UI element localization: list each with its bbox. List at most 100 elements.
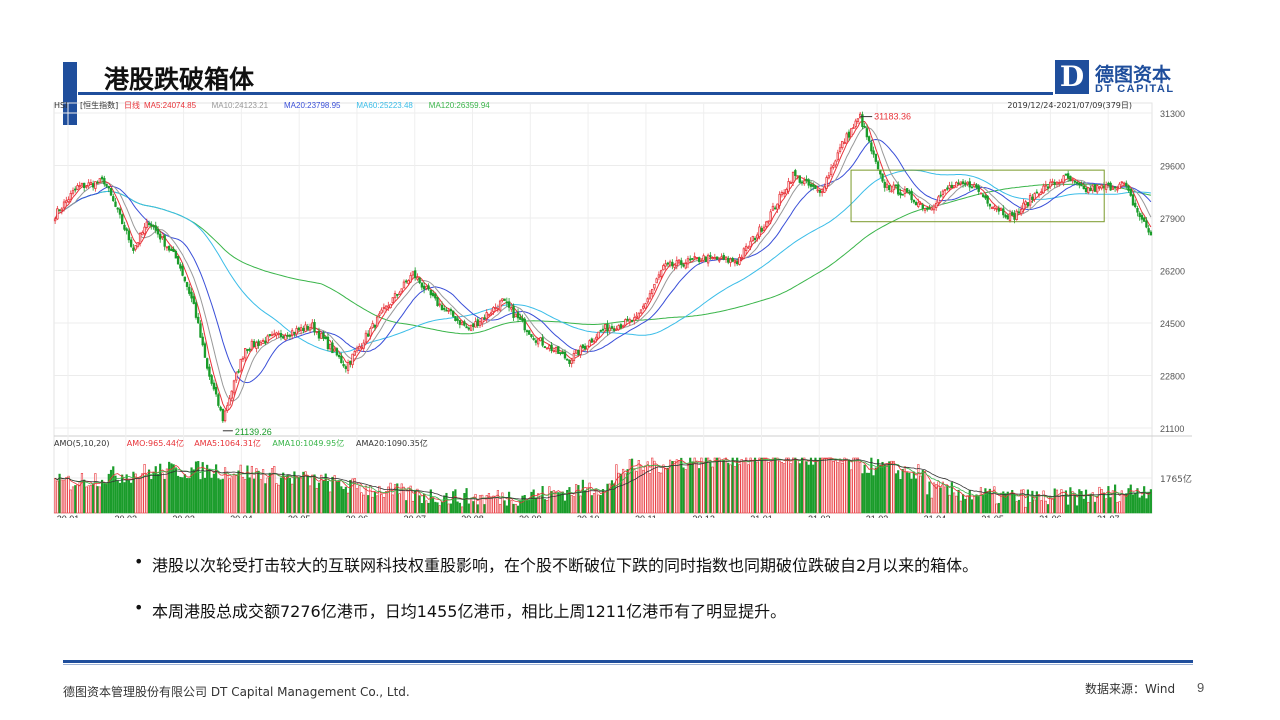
volume-bar bbox=[749, 457, 752, 514]
candle-body bbox=[257, 340, 260, 347]
candle-body bbox=[284, 335, 287, 341]
volume-bar bbox=[660, 472, 663, 514]
candle-body bbox=[892, 184, 895, 191]
candle-body bbox=[785, 189, 788, 195]
volume-bar bbox=[324, 473, 327, 514]
volume-bar bbox=[208, 468, 211, 514]
candle-body bbox=[541, 337, 544, 346]
volume-bar bbox=[469, 497, 473, 514]
volume-bar bbox=[1062, 495, 1065, 514]
candle-body bbox=[1028, 195, 1032, 206]
volume-bar bbox=[353, 478, 356, 514]
candle-body bbox=[496, 308, 500, 310]
candle-body bbox=[825, 177, 828, 189]
volume-bar bbox=[566, 489, 569, 514]
candle-body bbox=[744, 245, 748, 251]
volume-bar bbox=[456, 501, 459, 514]
volume-bar bbox=[210, 477, 213, 514]
volume-bar bbox=[156, 474, 160, 514]
candle-body bbox=[979, 192, 983, 195]
candle-body bbox=[210, 375, 213, 384]
volume-bar bbox=[259, 479, 262, 514]
candle-body bbox=[823, 186, 826, 193]
candle-body bbox=[903, 189, 907, 194]
candle-body bbox=[279, 333, 283, 337]
candle-body bbox=[890, 190, 893, 193]
candle-body bbox=[1089, 187, 1092, 192]
candle-body bbox=[876, 161, 880, 170]
volume-bar bbox=[402, 488, 406, 514]
volume-bar bbox=[223, 467, 227, 514]
candle-body bbox=[239, 358, 242, 372]
volume-bar bbox=[121, 474, 124, 514]
volume-bar bbox=[881, 461, 884, 514]
candle-body bbox=[418, 277, 421, 283]
volume-bar bbox=[165, 468, 169, 514]
candle-body bbox=[935, 202, 938, 209]
bullet-item: 本周港股总成交额7276亿港币，日均1455亿港币，相比上周1211亿港币有了明… bbox=[134, 598, 1188, 622]
volume-bar bbox=[917, 464, 920, 514]
candle-body bbox=[94, 181, 97, 189]
volume-bar bbox=[552, 490, 555, 514]
volume-bar bbox=[1087, 502, 1090, 514]
candle-body bbox=[246, 349, 249, 351]
ma-legend-label: MA120:26359.94 bbox=[429, 101, 490, 110]
volume-bar bbox=[219, 479, 222, 514]
logo-mark-letter: D bbox=[1059, 60, 1085, 93]
candle-body bbox=[65, 200, 68, 204]
candle-body bbox=[273, 333, 276, 336]
candle-body bbox=[899, 192, 902, 196]
candle-body bbox=[154, 225, 157, 231]
candle-body bbox=[382, 307, 386, 309]
volume-bar bbox=[852, 457, 855, 514]
candle-body bbox=[870, 142, 873, 152]
candle-body bbox=[997, 208, 1000, 212]
volume-bar bbox=[827, 457, 830, 514]
volume-bar bbox=[575, 484, 578, 514]
candle-body bbox=[973, 184, 976, 188]
volume-bar bbox=[961, 494, 965, 514]
price-tick-label: 31300 bbox=[1160, 109, 1185, 119]
volume-bar bbox=[199, 479, 202, 514]
candle-body bbox=[487, 313, 491, 316]
candle-body bbox=[572, 353, 576, 361]
candle-body bbox=[883, 181, 886, 188]
candle-body bbox=[344, 366, 348, 369]
volume-bar bbox=[329, 491, 332, 514]
candle-body bbox=[197, 316, 200, 324]
volume-bar bbox=[885, 465, 889, 514]
volume-bar bbox=[382, 497, 385, 514]
candle-body bbox=[943, 189, 947, 192]
candle-body bbox=[1044, 184, 1047, 187]
candle-body bbox=[302, 327, 305, 332]
volume-bar bbox=[1096, 496, 1099, 514]
volume-bar bbox=[315, 487, 318, 514]
volume-bar bbox=[704, 457, 707, 514]
candle-body bbox=[136, 242, 140, 247]
volume-bar bbox=[1029, 502, 1032, 514]
candle-body bbox=[1017, 211, 1021, 214]
candle-body bbox=[346, 362, 350, 371]
candle-body bbox=[129, 239, 133, 247]
candle-body bbox=[355, 347, 359, 352]
candle-body bbox=[827, 175, 831, 179]
volume-bar bbox=[1064, 490, 1067, 514]
volume-bar bbox=[832, 460, 835, 514]
month-tick-label: 20.10 bbox=[577, 514, 600, 518]
candle-body bbox=[112, 196, 115, 202]
month-tick-label: 20.04 bbox=[230, 514, 253, 518]
volume-bar bbox=[912, 471, 915, 514]
candle-body bbox=[570, 359, 573, 364]
volume-bar bbox=[510, 500, 513, 514]
volume-bar bbox=[543, 499, 546, 514]
volume-bar bbox=[868, 472, 871, 514]
volume-bar bbox=[525, 499, 529, 514]
volume-bar bbox=[65, 477, 68, 514]
volume-bar bbox=[959, 500, 962, 514]
candle-body bbox=[516, 312, 520, 319]
volume-bar bbox=[1111, 490, 1114, 514]
candle-body bbox=[986, 195, 989, 204]
volume-bar bbox=[523, 495, 526, 514]
candle-body bbox=[1011, 212, 1014, 216]
candle-body bbox=[626, 318, 629, 321]
